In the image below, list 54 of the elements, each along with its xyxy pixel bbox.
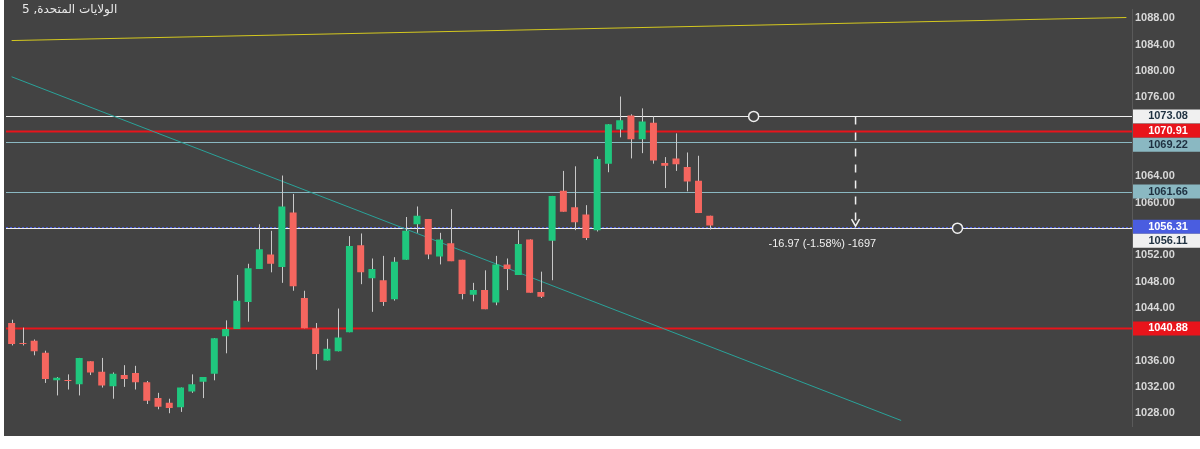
candlestick (64, 373, 72, 391)
candlestick (627, 113, 635, 159)
candlestick (447, 208, 455, 262)
candlestick (177, 387, 185, 413)
y-tick-label: 1064.00 (1135, 169, 1175, 182)
candlestick (222, 319, 230, 354)
y-tick-label: 1044.00 (1135, 300, 1175, 313)
candlestick (109, 371, 117, 400)
candlestick (368, 258, 376, 313)
candlestick (469, 282, 477, 302)
candlestick (571, 165, 579, 231)
candlestick (559, 170, 567, 213)
candlestick (672, 132, 680, 172)
y-tick-label: 1088.00 (1135, 11, 1175, 24)
candlestick (143, 380, 151, 405)
candlestick (638, 107, 646, 154)
candlestick (683, 151, 691, 192)
ref-line-label: 1070.91 (1148, 123, 1188, 136)
candlestick (188, 373, 196, 394)
candlestick (98, 357, 106, 389)
annotation: -16.97 (-1.58%) -1697 (768, 237, 877, 250)
y-tick-label: 1080.00 (1135, 63, 1175, 76)
candlestick (379, 255, 387, 307)
ref-line-label: 1056.31 (1148, 219, 1188, 232)
ref-line-label: 1073.08 (1148, 109, 1188, 122)
candlestick (436, 232, 443, 265)
candlestick (199, 376, 207, 399)
candlestick (661, 156, 669, 189)
y-tick-label: 1028.00 (1135, 406, 1175, 419)
candlestick (537, 271, 545, 299)
ref-line-label: 1061.66 (1148, 184, 1188, 197)
ref-line-label: 1069.22 (1148, 137, 1188, 150)
candlestick (132, 365, 139, 391)
y-tick-label: 1060.00 (1135, 195, 1175, 208)
ref-line-label: 1040.88 (1148, 321, 1188, 334)
candlestick (413, 205, 421, 234)
y-tick-label: 1036.00 (1135, 353, 1175, 366)
y-tick-label: 1052.00 (1135, 248, 1175, 261)
candlestick (8, 319, 16, 346)
y-tick-label: 1076.00 (1135, 90, 1175, 103)
candlestick (481, 269, 489, 310)
chart-title: الولايات المتحدة, 5 (22, 2, 118, 16)
y-tick-label: 1032.00 (1135, 379, 1175, 392)
y-tick-label: 1084.00 (1135, 37, 1175, 50)
candlestick (503, 258, 511, 291)
candlestick (334, 308, 342, 352)
candlestick (616, 96, 624, 138)
ref-line-label: 1056.11 (1148, 233, 1188, 246)
candlestick (323, 338, 331, 362)
candlestick (267, 230, 275, 273)
y-tick-label: 1048.00 (1135, 274, 1175, 287)
candlestick (582, 204, 590, 241)
candlestick (120, 364, 128, 388)
candlestick (255, 223, 263, 270)
